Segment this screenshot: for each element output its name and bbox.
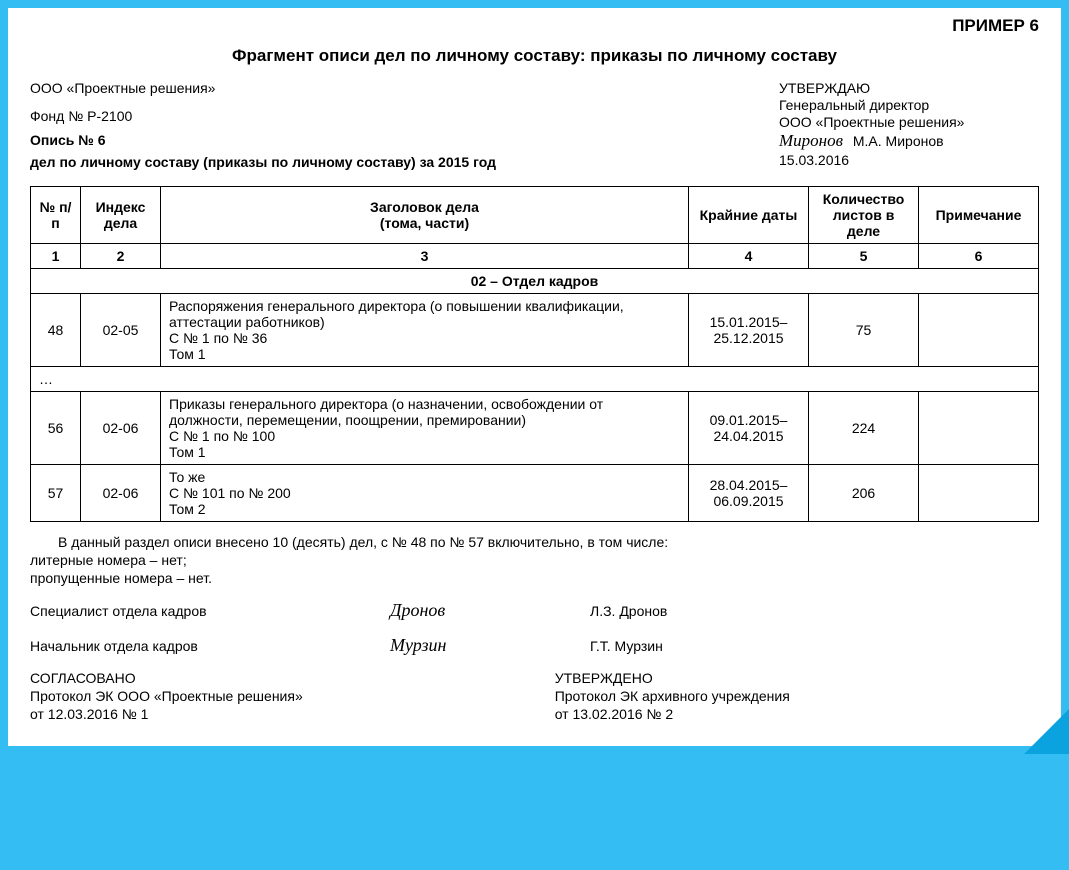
th-num: № п/п — [31, 187, 81, 244]
colnum-3: 3 — [161, 244, 689, 269]
agreed-block: СОГЛАСОВАНО Протокол ЭК ООО «Проектные р… — [30, 670, 514, 724]
th-index: Индекс дела — [81, 187, 161, 244]
header-row: № п/п Индекс дела Заголовок дела(тома, ч… — [31, 187, 1039, 244]
approved-block: УТВЕРЖДЕНО Протокол ЭК архивного учрежде… — [555, 670, 1039, 724]
th-title: Заголовок дела(тома, части) — [161, 187, 689, 244]
colnum-4: 4 — [689, 244, 809, 269]
agreed-title: СОГЛАСОВАНО — [30, 670, 514, 686]
table-body: 02 – Отдел кадров 4802-05Распоряжения ге… — [31, 269, 1039, 522]
table-head: № п/п Индекс дела Заголовок дела(тома, ч… — [31, 187, 1039, 269]
colnum-5: 5 — [809, 244, 919, 269]
table-row: 5702-06То жеС № 101 по № 200Том 228.04.2… — [31, 465, 1039, 522]
cell-num: 48 — [31, 294, 81, 367]
cell-num: 57 — [31, 465, 81, 522]
approve-date: 15.03.2016 — [779, 152, 1039, 168]
document-page: ПРИМЕР 6 Фрагмент описи дел по личному с… — [8, 8, 1061, 746]
summary-line3: пропущенные номера – нет. — [30, 570, 1039, 586]
colnum-2: 2 — [81, 244, 161, 269]
cell-index: 02-06 — [81, 465, 161, 522]
cases-table: № п/п Индекс дела Заголовок дела(тома, ч… — [30, 186, 1039, 522]
cell-index: 02-05 — [81, 294, 161, 367]
approved-line2: от 13.02.2016 № 2 — [555, 706, 1039, 722]
cell-sheets: 224 — [809, 392, 919, 465]
header-left: ООО «Проектные решения» Фонд № Р-2100 Оп… — [30, 80, 779, 176]
cell-index: 02-06 — [81, 392, 161, 465]
summary-block: В данный раздел описи внесено 10 (десять… — [30, 534, 1039, 586]
approve-sig-line: Миронов М.А. Миронов — [779, 131, 1039, 151]
approved-line1: Протокол ЭК архивного учреждения — [555, 688, 1039, 704]
cell-num: 56 — [31, 392, 81, 465]
corner-decoration — [1024, 709, 1069, 754]
table-row: 4802-05Распоряжения генерального директо… — [31, 294, 1039, 367]
signatures-block: Специалист отдела кадровДроновЛ.З. Дроно… — [30, 600, 1039, 656]
cell-title: Приказы генерального директора (о назнач… — [161, 392, 689, 465]
th-sheets: Количество листов в деле — [809, 187, 919, 244]
signer-row: Специалист отдела кадровДроновЛ.З. Дроно… — [30, 600, 1039, 621]
signer-name: Л.З. Дронов — [590, 603, 1039, 619]
signer-row: Начальник отдела кадровМурзинГ.Т. Мурзин — [30, 635, 1039, 656]
opis-number: Опись № 6 — [30, 132, 779, 148]
cell-title: Распоряжения генерального директора (о п… — [161, 294, 689, 367]
agreed-line1: Протокол ЭК ООО «Проектные решения» — [30, 688, 514, 704]
table-row: 5602-06Приказы генерального директора (о… — [31, 392, 1039, 465]
cell-dates: 09.01.2015–24.04.2015 — [689, 392, 809, 465]
page-title: Фрагмент описи дел по личному составу: п… — [30, 46, 1039, 66]
th-note: Примечание — [919, 187, 1039, 244]
cell-dates: 28.04.2015–06.09.2015 — [689, 465, 809, 522]
org-name: ООО «Проектные решения» — [30, 80, 779, 96]
cell-note — [919, 392, 1039, 465]
cell-note — [919, 465, 1039, 522]
approved-title: УТВЕРЖДЕНО — [555, 670, 1039, 686]
signer-name: Г.Т. Мурзин — [590, 638, 1039, 654]
signer-role: Начальник отдела кадров — [30, 638, 390, 654]
signer-signature: Дронов — [390, 600, 590, 621]
table-row: … — [31, 367, 1039, 392]
section-title: 02 – Отдел кадров — [31, 269, 1039, 294]
approve-name: М.А. Миронов — [853, 133, 944, 149]
approve-signature: Миронов — [779, 131, 843, 150]
cell-sheets: 206 — [809, 465, 919, 522]
header-block: ООО «Проектные решения» Фонд № Р-2100 Оп… — [30, 80, 1039, 176]
opis-subtitle: дел по личному составу (приказы по лично… — [30, 154, 779, 170]
agreed-line2: от 12.03.2016 № 1 — [30, 706, 514, 722]
cell-sheets: 75 — [809, 294, 919, 367]
signer-role: Специалист отдела кадров — [30, 603, 390, 619]
approve-block: УТВЕРЖДАЮ Генеральный директор ООО «Прое… — [779, 80, 1039, 176]
cell-note — [919, 294, 1039, 367]
fund-number: Фонд № Р-2100 — [30, 108, 779, 124]
approvals-block: СОГЛАСОВАНО Протокол ЭК ООО «Проектные р… — [30, 670, 1039, 724]
colnum-6: 6 — [919, 244, 1039, 269]
section-row: 02 – Отдел кадров — [31, 269, 1039, 294]
example-label: ПРИМЕР 6 — [952, 16, 1039, 36]
summary-line2: литерные номера – нет; — [30, 552, 1039, 568]
cell-title: То жеС № 101 по № 200Том 2 — [161, 465, 689, 522]
cell-dates: 15.01.2015–25.12.2015 — [689, 294, 809, 367]
approve-org: ООО «Проектные решения» — [779, 114, 1039, 130]
approve-position: Генеральный директор — [779, 97, 1039, 113]
th-dates: Крайние даты — [689, 187, 809, 244]
summary-line1: В данный раздел описи внесено 10 (десять… — [30, 534, 1039, 550]
colnum-1: 1 — [31, 244, 81, 269]
number-row: 1 2 3 4 5 6 — [31, 244, 1039, 269]
signer-signature: Мурзин — [390, 635, 590, 656]
approve-word: УТВЕРЖДАЮ — [779, 80, 1039, 96]
ellipsis-cell: … — [31, 367, 1039, 392]
